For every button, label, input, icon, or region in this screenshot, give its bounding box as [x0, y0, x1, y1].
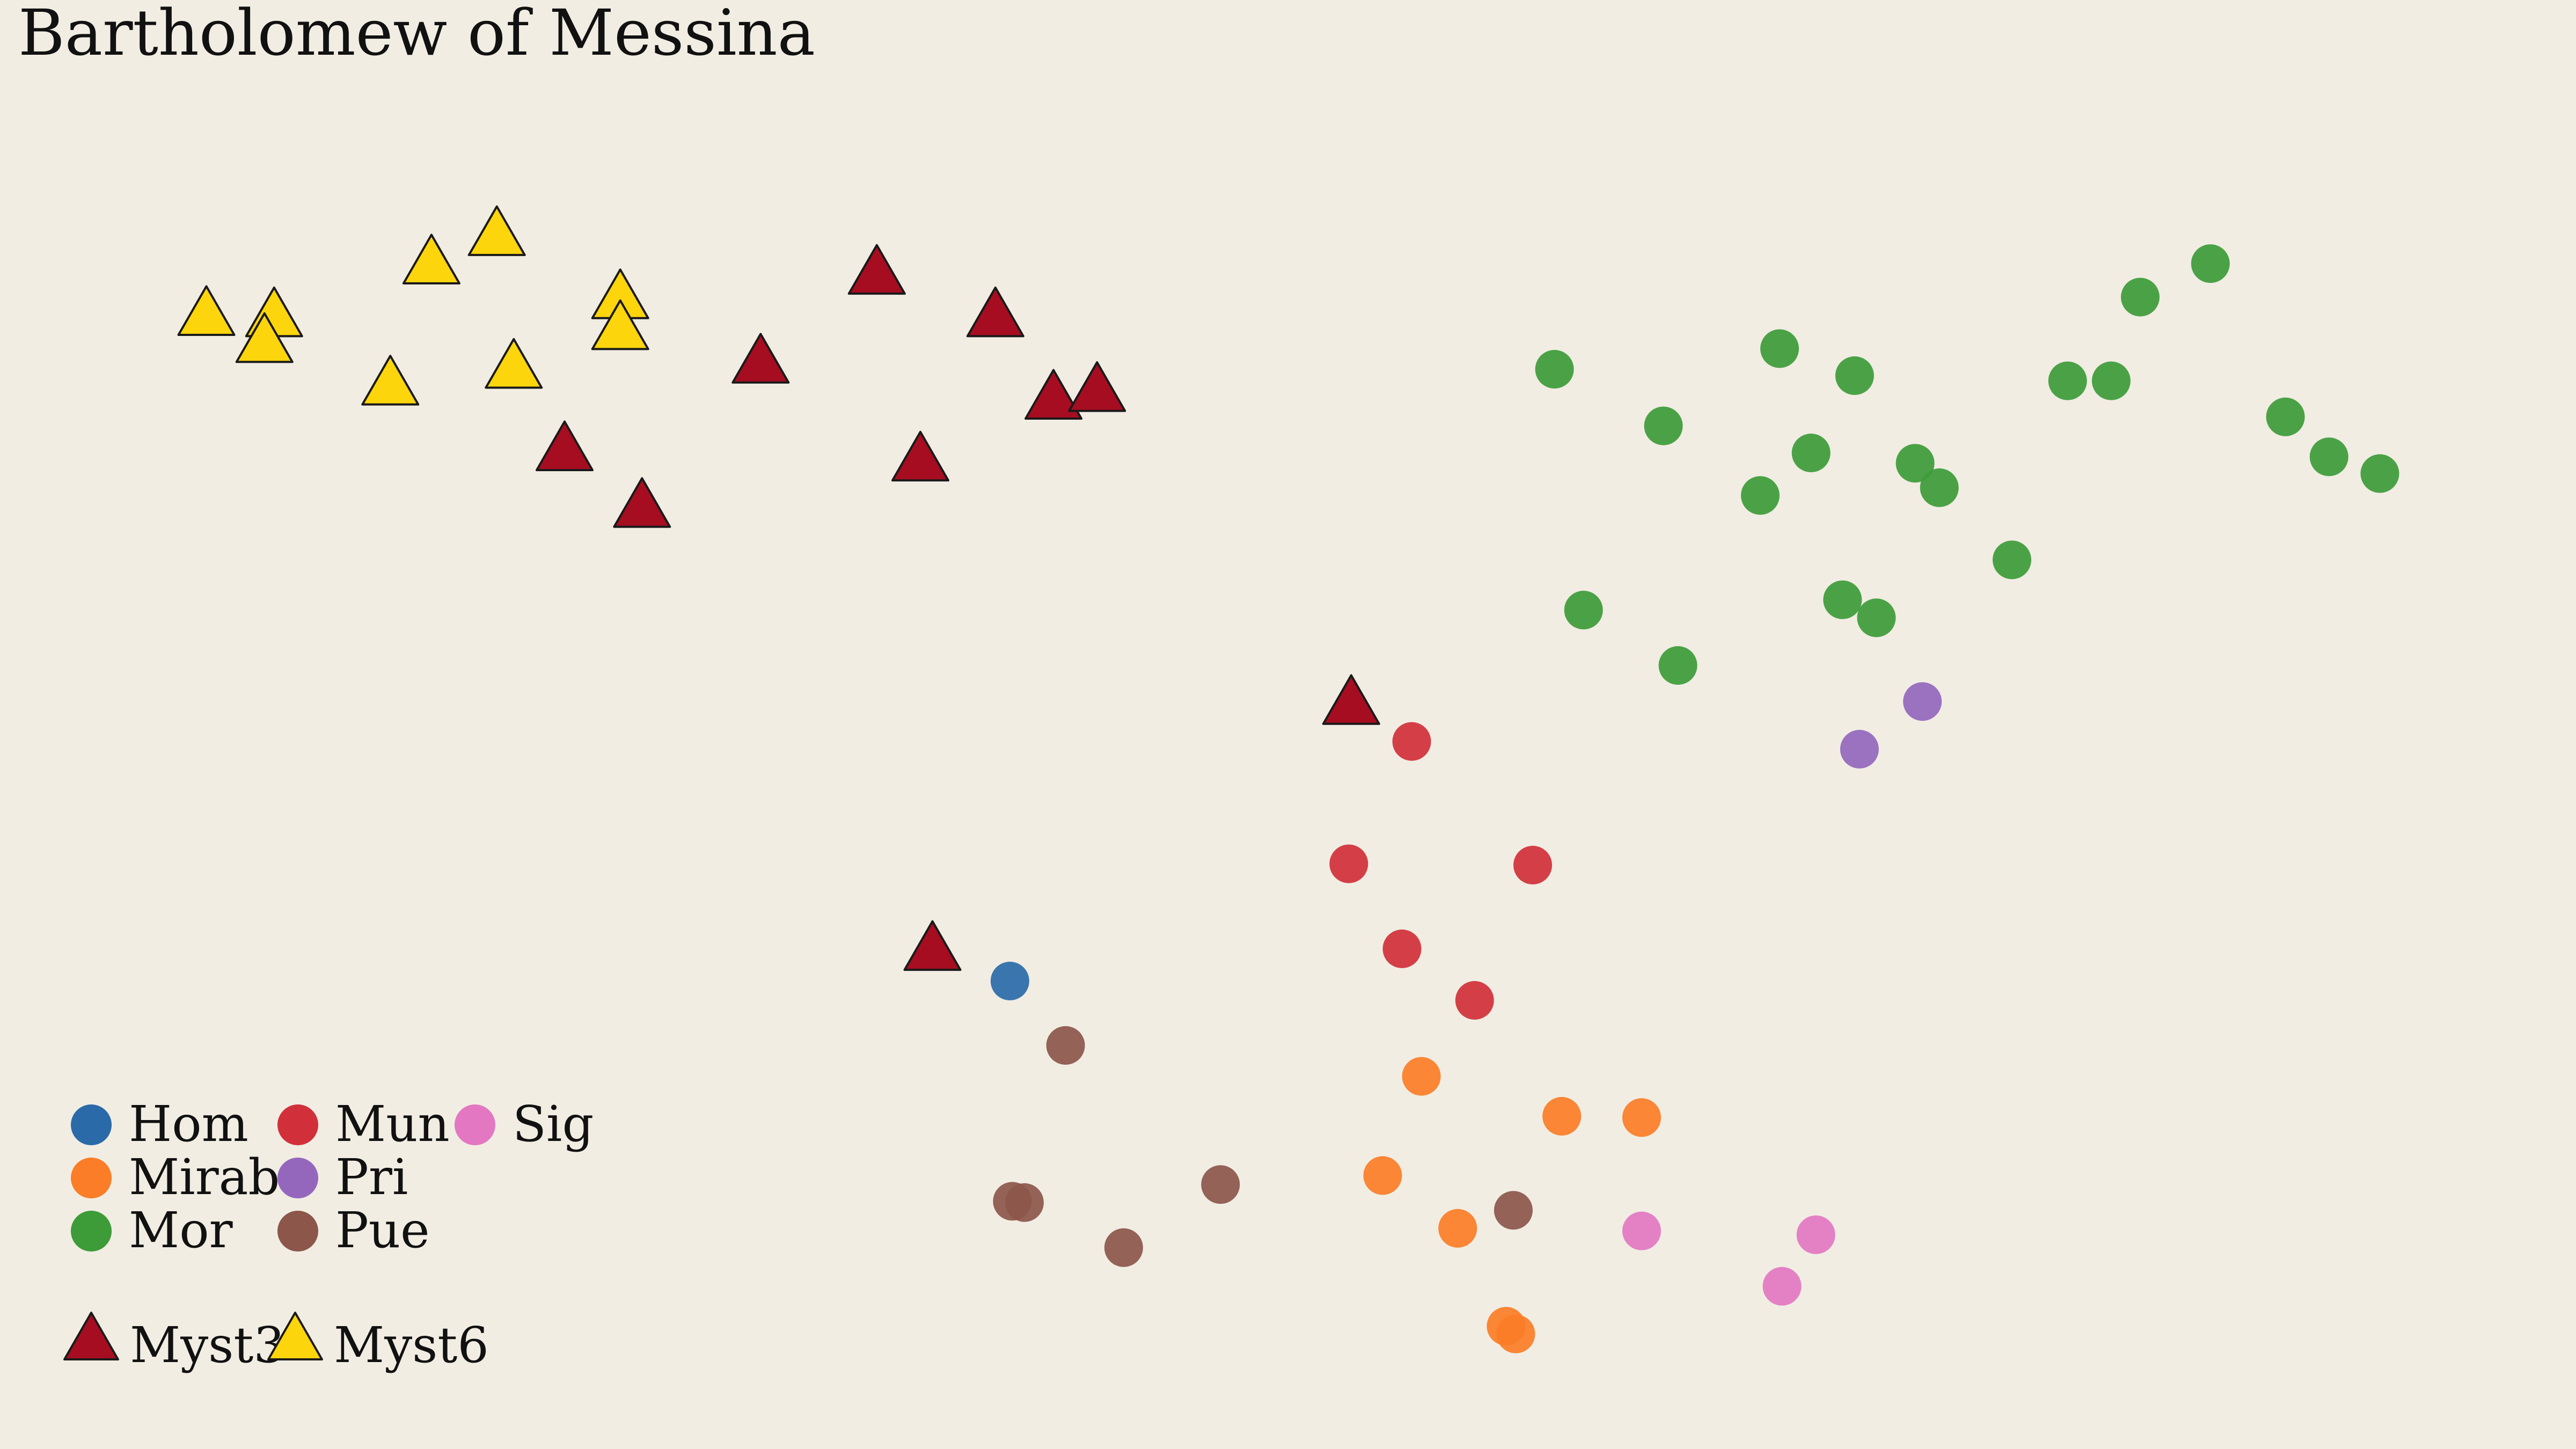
point-myst6-2	[235, 312, 294, 363]
legend-item-pri: Pri	[277, 1148, 408, 1206]
point-mor-19	[1857, 598, 1896, 638]
legend-item-myst3: Myst3	[63, 1312, 285, 1374]
point-mor-8	[1992, 540, 2031, 580]
point-mirab-0	[1402, 1057, 1441, 1096]
legend-swatch-pue	[277, 1211, 318, 1252]
point-myst3-6	[891, 430, 949, 482]
point-myst6-6	[591, 299, 649, 350]
point-mor-0	[1535, 350, 1574, 389]
point-mor-15	[2360, 454, 2399, 493]
point-mirab-6	[1496, 1314, 1535, 1353]
point-mun-3	[1382, 930, 1422, 968]
legend-swatch-pri	[277, 1158, 318, 1198]
legend-swatch-mun	[277, 1104, 318, 1145]
point-mor-16	[1564, 590, 1603, 630]
legend-label-myst3: Myst3	[130, 1316, 285, 1374]
point-pue-5	[1494, 1191, 1533, 1230]
point-myst3-8	[1322, 674, 1380, 725]
legend-label-sig: Sig	[513, 1095, 594, 1153]
point-myst3-2	[731, 333, 790, 384]
point-mun-2	[1513, 846, 1552, 884]
legend-label-mor: Mor	[129, 1202, 233, 1259]
point-mor-17	[1658, 646, 1697, 685]
point-mor-6	[1896, 444, 1935, 483]
point-myst3-9	[903, 920, 962, 971]
point-sig-0	[1622, 1211, 1661, 1250]
point-mor-3	[1835, 356, 1874, 395]
point-myst6-0	[177, 285, 236, 336]
point-mor-14	[2309, 437, 2348, 477]
point-myst6-7	[361, 355, 420, 406]
legend-swatch-mirab	[71, 1158, 112, 1198]
legend-swatch-hom	[71, 1104, 112, 1145]
point-mor-10	[2091, 361, 2131, 400]
legend-label-myst6: Myst6	[334, 1316, 489, 1374]
legend-item-hom: Hom	[71, 1095, 248, 1153]
legend-label-pue: Pue	[335, 1202, 430, 1259]
point-mor-12	[2191, 244, 2230, 283]
point-pue-1	[1201, 1165, 1240, 1204]
data-points	[177, 205, 2399, 1353]
point-sig-2	[1762, 1267, 1802, 1306]
point-mor-2	[1760, 329, 1799, 368]
point-myst3-0	[847, 244, 906, 295]
point-mor-18	[1823, 580, 1862, 619]
legend-item-sig: Sig	[455, 1095, 594, 1153]
legend-swatch-myst3	[63, 1312, 119, 1361]
point-mun-1	[1329, 844, 1368, 883]
point-mirab-2	[1622, 1098, 1661, 1137]
legend-label-pri: Pri	[335, 1148, 408, 1206]
point-myst3-5	[536, 420, 594, 471]
point-myst6-8	[485, 338, 543, 389]
chart-title: Bartholomew of Messina	[18, 0, 815, 70]
point-pri-0	[1903, 682, 1942, 721]
point-mirab-3	[1363, 1156, 1402, 1195]
legend-swatch-sig	[455, 1104, 495, 1145]
point-mun-0	[1392, 722, 1431, 761]
point-sig-1	[1796, 1215, 1835, 1254]
point-myst6-4	[467, 205, 526, 257]
legend-item-mor: Mor	[71, 1202, 233, 1259]
point-mirab-1	[1542, 1097, 1582, 1136]
point-myst3-1	[966, 286, 1024, 338]
point-pri-1	[1840, 730, 1879, 769]
point-pue-0	[1046, 1026, 1085, 1065]
legend-swatch-myst6	[267, 1312, 323, 1361]
legend-label-mirab: Mirab	[129, 1148, 280, 1206]
point-mor-1	[1644, 406, 1683, 445]
point-mor-11	[2121, 277, 2160, 317]
legend-item-mirab: Mirab	[71, 1148, 280, 1206]
legend-item-mun: Mun	[277, 1095, 450, 1153]
point-mirab-4	[1438, 1209, 1477, 1248]
legend-item-pue: Pue	[277, 1202, 430, 1259]
point-pue-3	[1005, 1183, 1044, 1222]
point-mor-5	[1740, 476, 1780, 515]
point-mor-9	[2048, 361, 2087, 400]
point-hom-0	[990, 962, 1029, 1000]
point-mor-4	[1791, 434, 1831, 472]
point-mun-4	[1455, 981, 1494, 1020]
point-pue-4	[1104, 1228, 1143, 1267]
legend-item-myst6: Myst6	[267, 1312, 489, 1374]
point-mor-7	[1920, 468, 1959, 507]
point-myst3-3	[1024, 369, 1083, 420]
legend-label-mun: Mun	[335, 1095, 450, 1153]
legend-label-hom: Hom	[129, 1095, 248, 1153]
point-mor-13	[2266, 397, 2305, 436]
point-myst6-3	[402, 233, 460, 284]
legend-swatch-mor	[71, 1211, 112, 1252]
point-myst3-4	[1068, 361, 1126, 412]
point-myst3-7	[613, 477, 671, 528]
